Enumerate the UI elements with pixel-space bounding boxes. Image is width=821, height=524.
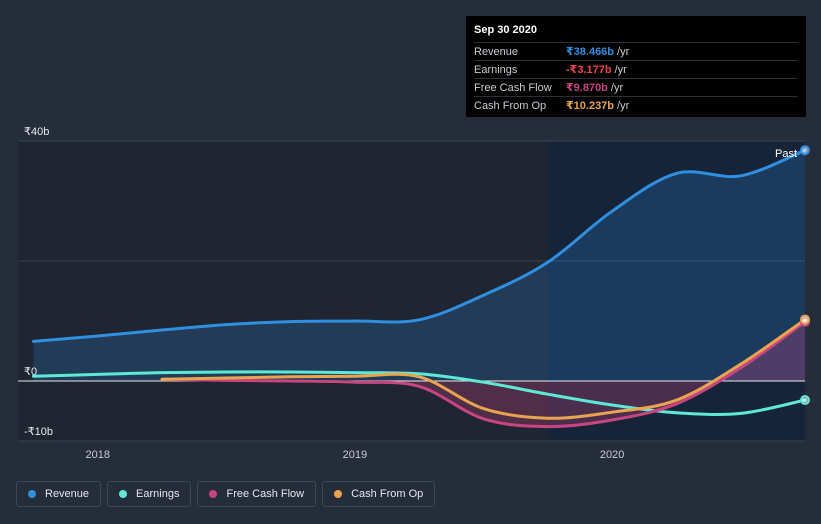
- tooltip-value: ₹10.237b: [566, 100, 615, 112]
- earnings-endpoint: [800, 395, 810, 406]
- tooltip-row-cash-from-op: Cash From Op ₹10.237b /yr: [474, 96, 798, 114]
- legend-item-cash-from-op[interactable]: Cash From Op: [322, 481, 436, 507]
- legend-item-free-cash-flow[interactable]: Free Cash Flow: [197, 481, 317, 507]
- legend-item-revenue[interactable]: Revenue: [16, 481, 102, 507]
- tooltip-date: Sep 30 2020: [474, 24, 537, 36]
- free-cash-flow-line: [160, 320, 807, 429]
- legend-label: Earnings: [136, 488, 180, 500]
- x-tick-label: 2018: [85, 449, 109, 461]
- tooltip-label: Earnings: [474, 63, 518, 76]
- legend-label: Cash From Op: [351, 488, 424, 500]
- revenue-endpoint: [800, 145, 810, 156]
- x-axis-labels: 2018 2019 2020: [85, 449, 624, 461]
- earnings-line: [31, 370, 807, 416]
- x-tick-label: 2019: [343, 449, 367, 461]
- tooltip-unit: /yr: [614, 63, 627, 76]
- series-lines: [31, 148, 807, 429]
- tooltip-value: ₹9.870b: [566, 82, 608, 94]
- series-endpoints: [800, 145, 810, 406]
- legend-label: Revenue: [45, 488, 90, 500]
- tooltip-unit: /yr: [617, 45, 630, 58]
- tooltip-label: Free Cash Flow: [474, 81, 552, 94]
- legend: Revenue Earnings Free Cash Flow Cash Fro…: [16, 481, 436, 507]
- tooltip-label: Revenue: [474, 45, 519, 58]
- revenue-line: [31, 148, 807, 343]
- gridlines: [18, 140, 805, 442]
- tooltip-row-free-cash-flow: Free Cash Flow ₹9.870b /yr: [474, 78, 798, 96]
- tooltip-unit: /yr: [617, 99, 630, 112]
- area-fills: [33, 150, 806, 427]
- legend-dot-icon: [334, 490, 343, 498]
- past-label: Past: [775, 148, 797, 160]
- cash-from-op-endpoint: [800, 314, 810, 325]
- past-region-highlight: [547, 141, 805, 441]
- free-cash-flow-area: [162, 321, 806, 427]
- y-axis-labels: ₹40b ₹0 -₹10b: [24, 126, 53, 438]
- legend-dot-icon: [119, 490, 128, 498]
- tooltip-row-revenue: Revenue ₹38.466b /yr: [474, 42, 798, 60]
- y-tick-label: -₹10b: [24, 426, 53, 438]
- tooltip-value: ₹38.466b: [566, 46, 615, 58]
- tooltip-row-earnings: Earnings -₹3.177b /yr: [474, 60, 798, 78]
- legend-dot-icon: [28, 490, 36, 498]
- data-tooltip: Sep 30 2020 Revenue ₹38.466b /yr Earning…: [466, 16, 806, 117]
- legend-dot-icon: [209, 490, 218, 498]
- legend-item-earnings[interactable]: Earnings: [107, 481, 192, 507]
- tooltip-label: Cash From Op: [474, 99, 547, 112]
- tooltip-value: -₹3.177b: [566, 64, 612, 76]
- y-tick-label: ₹0: [24, 366, 37, 378]
- legend-label: Free Cash Flow: [226, 488, 305, 500]
- revenue-area: [33, 150, 805, 381]
- tooltip-unit: /yr: [610, 81, 624, 94]
- y-tick-label: ₹40b: [24, 126, 49, 138]
- cash-from-op-line: [160, 318, 807, 420]
- x-tick-label: 2020: [600, 449, 624, 461]
